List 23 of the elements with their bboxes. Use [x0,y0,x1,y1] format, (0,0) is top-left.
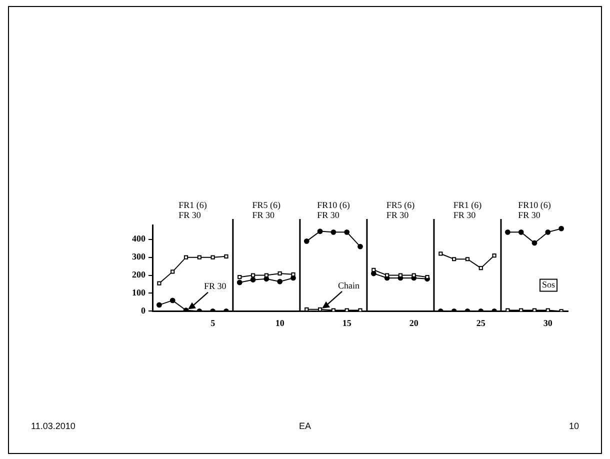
annotation: Chain [338,280,360,290]
text: FR1 (6) FR 30 [178,200,207,220]
x-tick-label: 5 [210,318,216,328]
y-tick-label: 300 [132,252,146,262]
text: 10 [568,421,579,431]
text: 11.03.2010 [31,421,76,431]
text: FR10 (6) FR 30 [518,200,551,220]
text: FR5 (6) FR 30 [386,200,415,220]
x-tick-label: 20 [409,318,419,328]
y-tick-label: 200 [132,270,146,280]
text: FR1 (6) FR 30 [453,200,482,220]
x-tick-label: 30 [543,318,553,328]
y-tick-label: 0 [141,306,146,316]
y-tick-label: 100 [132,288,146,298]
text: FR5 (6) FR 30 [252,200,281,220]
y-tick-label: 400 [132,234,146,244]
text: FR10 (6) FR 30 [317,200,350,220]
x-tick-label: 15 [342,318,352,328]
x-tick-label: 10 [275,318,285,328]
x-tick-label: 25 [476,318,486,328]
annotation: FR 30 [204,281,227,292]
text: EA [299,421,312,431]
annotation: Sos [542,280,556,290]
